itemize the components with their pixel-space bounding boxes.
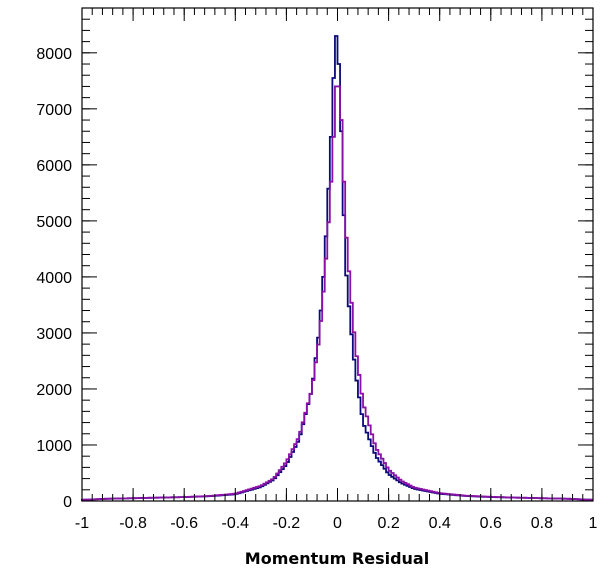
y-tick-label: 5000 [36,214,72,231]
x-tick-label: -0.8 [119,515,147,532]
x-tick-label: 1 [589,515,598,532]
x-axis-title: Momentum Residual [245,549,429,568]
histogram-series-1 [81,35,593,501]
x-tick-label: 0.4 [429,515,451,532]
x-tick-label: 0.8 [531,515,553,532]
x-tick-label: -0.4 [222,515,250,532]
x-tick-label: -1 [75,515,89,532]
histogram-series-2 [81,85,593,501]
y-tick-label: 4000 [36,270,72,287]
y-tick-label: 2000 [36,382,72,399]
x-tick-label: -0.2 [273,515,301,532]
plot-frame [81,7,594,502]
x-tick-label: 0.6 [480,515,502,532]
y-tick-label: 1000 [36,438,72,455]
y-tick-label: 3000 [36,326,72,343]
y-tick-label: 7000 [36,102,72,119]
x-tick-label: 0 [333,515,342,532]
x-tick-label: -0.6 [170,515,198,532]
y-tick-label: 8000 [36,46,72,63]
tick-labels-layer: -1 -0.8 -0.6 -0.4 -0.2 0 0.2 0.4 0.6 0.8 1 0 1000 200… [36,46,597,532]
axis-ticks-layer [81,7,594,502]
y-tick-label: 0 [63,494,72,511]
x-tick-label: 0.2 [377,515,399,532]
y-tick-label: 6000 [36,158,72,175]
histogram-series-layer [81,35,593,501]
